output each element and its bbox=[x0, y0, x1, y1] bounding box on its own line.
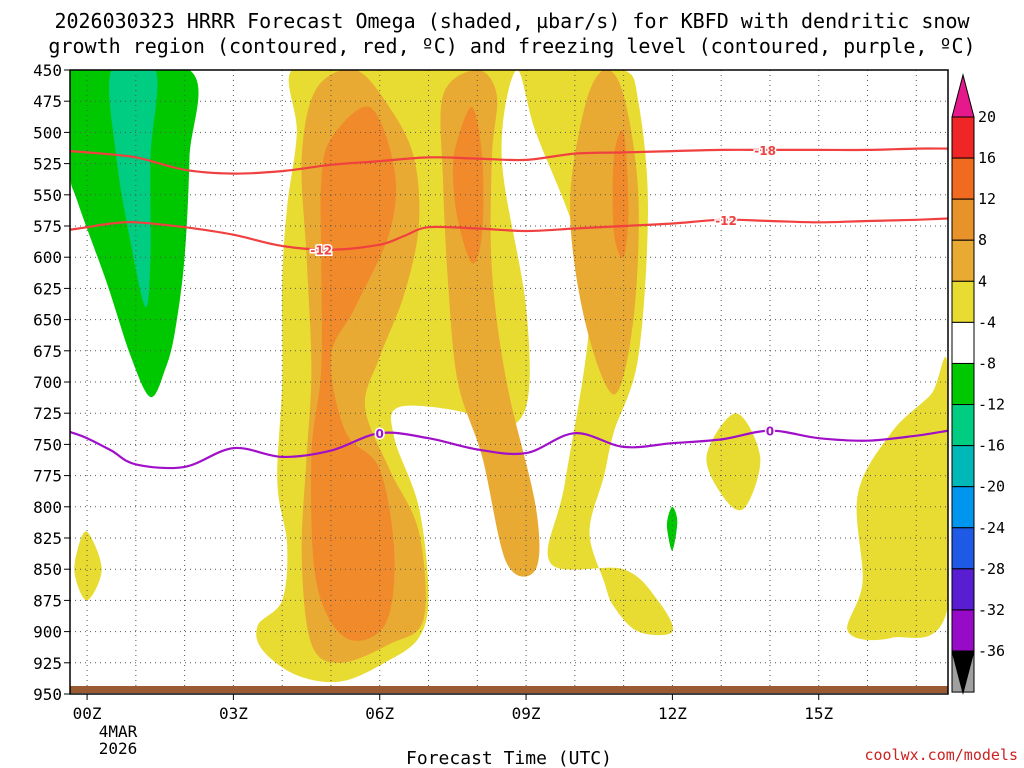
colorbar-label: -32 bbox=[978, 601, 1005, 619]
x-tick-label: 12Z bbox=[658, 704, 687, 723]
y-tick-label: 775 bbox=[33, 467, 62, 486]
colorbar-swatch bbox=[951, 404, 975, 447]
colorbar-swatch bbox=[951, 198, 975, 241]
colorbar-swatch bbox=[951, 609, 975, 652]
colorbar-label: -20 bbox=[978, 478, 1005, 496]
contour-label: -12 bbox=[715, 214, 737, 228]
colorbar-label: 8 bbox=[978, 231, 987, 249]
y-tick-label: 500 bbox=[33, 123, 62, 142]
date-label-year: 2026 bbox=[99, 739, 138, 758]
y-tick-label: 450 bbox=[33, 61, 62, 80]
colorbar-label: -28 bbox=[978, 560, 1005, 578]
omega-region-4d bbox=[847, 357, 948, 641]
omega-shaded-regions bbox=[70, 70, 948, 683]
contour-line bbox=[70, 147, 948, 175]
colorbar-swatch bbox=[951, 568, 975, 611]
y-tick-label: 800 bbox=[33, 498, 62, 517]
omega-region-12b bbox=[452, 107, 484, 264]
colorbar-swatch bbox=[951, 239, 975, 282]
y-tick-label: 900 bbox=[33, 623, 62, 642]
contour-line bbox=[70, 217, 948, 251]
x-tick-label: 09Z bbox=[512, 704, 541, 723]
colorbar-bottom-arrow bbox=[951, 650, 975, 695]
y-tick-label: 575 bbox=[33, 217, 62, 236]
omega-region-4b bbox=[74, 531, 102, 601]
colorbar-swatch bbox=[951, 116, 975, 159]
contour-label: -12 bbox=[310, 244, 332, 258]
contour-label: 0 bbox=[766, 425, 774, 439]
x-axis-label: Forecast Time (UTC) bbox=[406, 748, 612, 768]
colorbar-swatch bbox=[951, 362, 975, 406]
y-tick-label: 550 bbox=[33, 186, 62, 205]
y-tick-label: 850 bbox=[33, 560, 62, 579]
y-tick-label: 700 bbox=[33, 373, 62, 392]
omega-region-12 bbox=[311, 106, 396, 641]
colorbar-swatch bbox=[951, 280, 975, 323]
y-tick-label: 925 bbox=[33, 654, 62, 673]
colorbar-swatch bbox=[951, 445, 975, 488]
colorbar-label: -16 bbox=[978, 437, 1005, 455]
colorbar-label: -24 bbox=[978, 519, 1005, 537]
colorbar-label: -8 bbox=[978, 354, 996, 372]
colorbar-label: 16 bbox=[978, 149, 996, 167]
colorbar-swatch bbox=[951, 486, 975, 529]
pressure-axis: 450 475 500 525 550 575 600 625 650 675 700 725 750 7… bbox=[33, 61, 70, 704]
y-tick-label: 525 bbox=[33, 155, 62, 174]
colorbar-label: -4 bbox=[978, 313, 996, 331]
contour-label: 0 bbox=[376, 427, 384, 441]
credit-text: coolwx.com/models bbox=[864, 746, 1018, 764]
contour-label: -18 bbox=[754, 144, 776, 158]
colorbar-top-arrow bbox=[951, 73, 975, 118]
x-tick-label: 03Z bbox=[219, 704, 248, 723]
y-tick-label: 600 bbox=[33, 248, 62, 267]
chart-title-line-1: 2026030323 HRRR Forecast Omega (shaded, … bbox=[54, 9, 970, 33]
x-tick-label: 06Z bbox=[365, 704, 394, 723]
ground-surface-strip bbox=[70, 686, 948, 693]
plot-area: -18 -12 -12 0 0 bbox=[69, 69, 949, 695]
y-tick-label: 725 bbox=[33, 404, 62, 423]
gridlines bbox=[70, 70, 948, 694]
colorbar-label: 12 bbox=[978, 190, 996, 208]
y-tick-label: 750 bbox=[33, 435, 62, 454]
contour-line bbox=[70, 429, 948, 470]
y-tick-label: 625 bbox=[33, 279, 62, 298]
colorbar-swatch bbox=[951, 321, 975, 364]
colorbar-label: -36 bbox=[978, 642, 1005, 660]
y-tick-label: 825 bbox=[33, 529, 62, 548]
colorbar-swatch bbox=[951, 157, 975, 200]
omega-region-4c bbox=[706, 413, 761, 511]
y-tick-label: 950 bbox=[33, 685, 62, 704]
colorbar-label: 4 bbox=[978, 272, 987, 290]
colorbar-swatch bbox=[951, 527, 975, 570]
colorbar-label: -12 bbox=[978, 396, 1005, 414]
omega-region--8 bbox=[109, 70, 158, 308]
y-tick-label: 475 bbox=[33, 92, 62, 111]
x-tick-label: 15Z bbox=[804, 704, 833, 723]
y-tick-label: 875 bbox=[33, 591, 62, 610]
time-axis: 00Z 03Z 06Z 09Z 12Z 15Z bbox=[73, 694, 834, 723]
x-tick-label: 00Z bbox=[73, 704, 102, 723]
temperature-contours: -18 -12 -12 0 0 bbox=[70, 142, 948, 470]
omega-region--4b bbox=[666, 506, 678, 551]
date-label-month: 4MAR bbox=[99, 722, 138, 741]
y-tick-label: 675 bbox=[33, 342, 62, 361]
y-tick-label: 650 bbox=[33, 311, 62, 330]
chart-title-line-2: growth region (contoured, red, ºC) and f… bbox=[48, 34, 975, 58]
omega-colorbar: 20 16 12 8 4 -4 -8 -12 -16 -20 -24 -28 -32 -36 bbox=[951, 73, 1005, 695]
colorbar-label: 20 bbox=[978, 108, 996, 126]
